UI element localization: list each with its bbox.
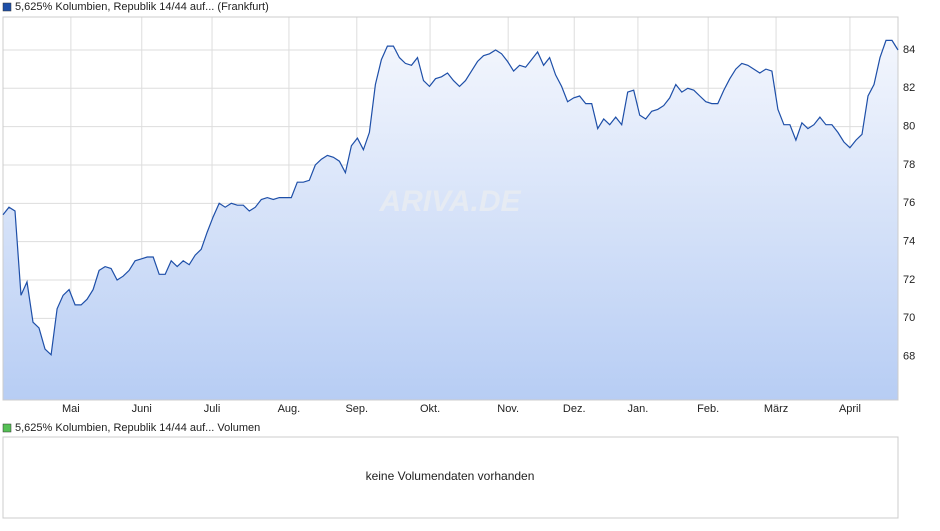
legend-marker xyxy=(2,2,12,12)
y-tick-label: 84 xyxy=(903,44,915,56)
line xyxy=(2,39,899,357)
y-tick-label: 74 xyxy=(903,236,915,248)
plot-frame xyxy=(2,16,899,401)
x-tick-label: Dez. xyxy=(563,403,586,415)
x-tick-label: Juli xyxy=(204,403,221,415)
watermark: ARIVA.DE xyxy=(378,185,521,218)
legend-label: 5,625% Kolumbien, Republik 14/44 auf... … xyxy=(15,1,269,13)
y-tick-label: 76 xyxy=(903,197,915,209)
y-tick-label: 70 xyxy=(903,312,915,324)
x-tick-label: Nov. xyxy=(497,403,519,415)
x-tick-label: April xyxy=(839,403,861,415)
x-tick-label: März xyxy=(764,403,788,415)
x-tick-label: Mai xyxy=(62,403,80,415)
volume-legend-label: 5,625% Kolumbien, Republik 14/44 auf... … xyxy=(15,422,260,434)
x-tick-label: Feb. xyxy=(697,403,719,415)
x-tick-label: Sep. xyxy=(345,403,368,415)
x-tick-label: Juni xyxy=(132,403,152,415)
y-tick-label: 82 xyxy=(903,82,915,94)
x-tick-label: Aug. xyxy=(278,403,301,415)
y-tick-label: 78 xyxy=(903,159,915,171)
y-tick-label: 68 xyxy=(903,351,915,363)
volume-legend-marker xyxy=(2,423,12,433)
volume-message: keine Volumendaten vorhanden xyxy=(366,469,535,483)
volume-frame xyxy=(2,436,899,519)
y-tick-label: 80 xyxy=(903,121,915,133)
area xyxy=(3,40,898,401)
y-tick-label: 72 xyxy=(903,274,915,286)
x-tick-label: Jan. xyxy=(628,403,649,415)
x-tick-label: Okt. xyxy=(420,403,440,415)
